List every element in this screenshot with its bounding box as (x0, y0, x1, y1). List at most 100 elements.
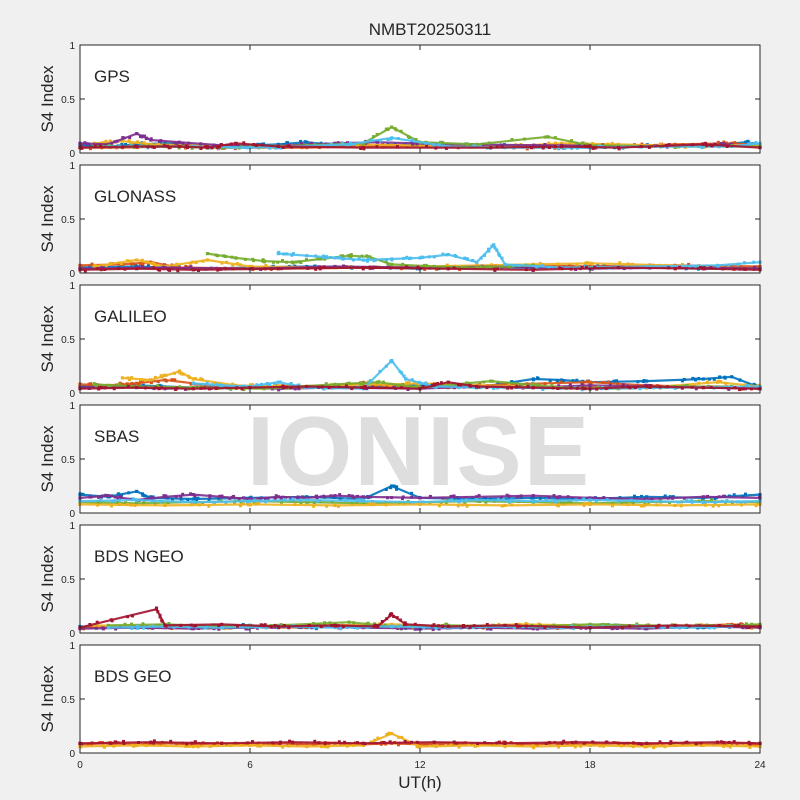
data-point (179, 623, 183, 627)
data-point (503, 745, 507, 749)
y-tick-label: 0 (69, 389, 75, 400)
data-point (173, 371, 176, 375)
panel-glonass: 0 0.5 1 S4 Index GLONASS (38, 161, 762, 280)
data-point (626, 503, 630, 507)
y-tick-label: 0.5 (61, 455, 75, 466)
data-point (687, 262, 691, 266)
data-point (403, 740, 407, 743)
data-point (560, 141, 564, 145)
data-point (658, 385, 662, 389)
data-point (242, 141, 246, 145)
data-point (705, 380, 709, 384)
data-point (503, 503, 507, 507)
data-point (190, 741, 194, 745)
data-point (663, 494, 667, 498)
data-point (713, 497, 717, 500)
data-point (685, 499, 689, 503)
data-point (146, 145, 150, 149)
data-point (152, 146, 156, 149)
data-point (446, 624, 450, 629)
data-point (258, 499, 262, 503)
data-point (752, 260, 756, 264)
data-point (496, 267, 499, 271)
data-point (246, 500, 249, 504)
data-point (492, 243, 496, 247)
data-point (557, 742, 561, 746)
data-point (125, 503, 129, 506)
data-point (341, 255, 345, 259)
data-point (645, 503, 649, 506)
data-point (733, 624, 737, 628)
data-point (400, 371, 404, 375)
data-point (606, 142, 610, 146)
data-point (356, 626, 359, 630)
data-point (235, 262, 239, 266)
data-point (456, 504, 460, 508)
data-point (141, 383, 145, 387)
data-point (583, 144, 587, 148)
data-point (160, 386, 163, 390)
y-axis-label: S4 Index (38, 305, 57, 373)
data-point (282, 623, 286, 627)
data-point (363, 742, 367, 746)
constellation-label: GALILEO (94, 307, 167, 326)
data-point (499, 143, 503, 147)
data-point (531, 494, 535, 498)
data-point (136, 382, 139, 386)
data-point (313, 739, 317, 743)
constellation-label: SBAS (94, 427, 139, 446)
data-point (452, 494, 456, 498)
data-point (405, 381, 409, 385)
data-point (732, 493, 736, 497)
data-point (470, 742, 474, 746)
y-tick-label: 0.5 (61, 575, 75, 586)
data-point (728, 494, 731, 498)
data-point (507, 494, 511, 498)
data-point (282, 386, 286, 389)
data-point (192, 500, 196, 504)
data-point (237, 497, 241, 501)
data-point (348, 255, 352, 258)
data-point (359, 147, 363, 150)
data-point (336, 141, 340, 145)
data-point (258, 496, 262, 500)
data-point (243, 384, 246, 388)
data-point (251, 740, 254, 744)
data-point (142, 141, 146, 145)
data-point (441, 252, 445, 256)
data-point (493, 743, 497, 747)
data-point (318, 267, 322, 271)
data-point (173, 141, 177, 145)
data-point (276, 144, 280, 149)
data-point (493, 267, 496, 271)
data-point (477, 385, 481, 389)
data-point (519, 494, 523, 498)
data-point (191, 387, 195, 391)
data-point (699, 741, 703, 745)
data-point (333, 264, 337, 269)
data-point (92, 382, 96, 386)
data-point (483, 741, 487, 745)
data-point (346, 141, 349, 145)
data-point (441, 742, 445, 746)
data-point (167, 146, 171, 150)
data-point (262, 260, 266, 264)
data-point (471, 259, 475, 262)
data-point (295, 743, 299, 747)
data-point (467, 742, 471, 746)
data-point (243, 499, 247, 503)
data-point (113, 495, 117, 499)
data-point (135, 267, 139, 271)
data-point (113, 140, 117, 144)
data-point (413, 627, 417, 631)
data-point (163, 503, 167, 507)
data-point (450, 498, 454, 502)
data-point (475, 495, 479, 499)
data-point (356, 143, 360, 147)
data-point (350, 384, 354, 388)
data-point (158, 623, 161, 627)
data-point (322, 494, 326, 498)
data-point (244, 627, 248, 631)
data-point (296, 495, 300, 499)
data-point (452, 740, 456, 744)
